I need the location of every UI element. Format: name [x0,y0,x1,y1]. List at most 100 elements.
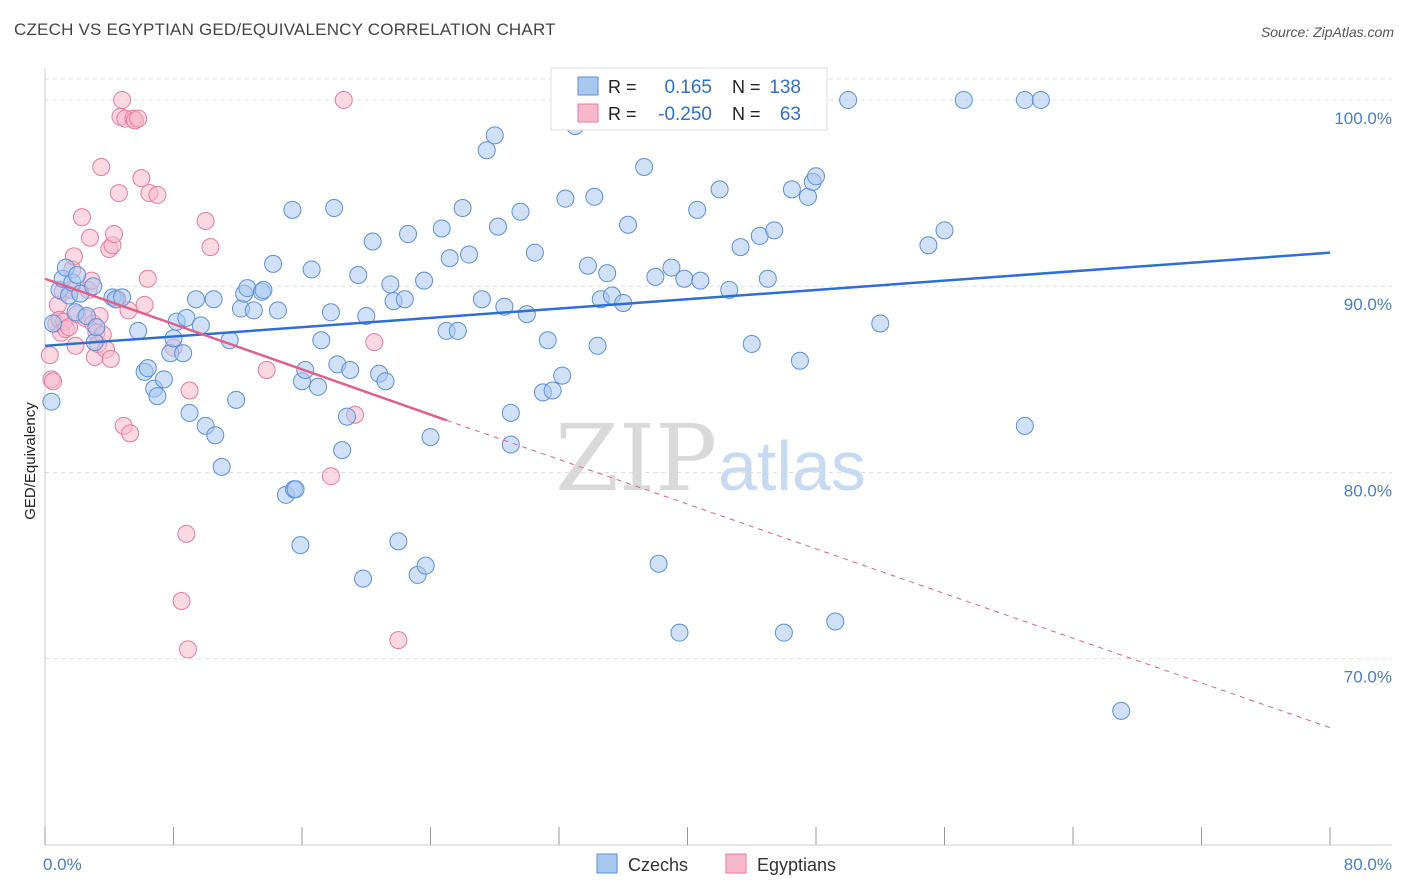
czech-point [129,321,148,340]
source-label: Source: ZipAtlas.com [1260,24,1394,40]
czech-point [731,238,750,257]
czech-point [363,232,382,251]
czech-point [68,266,87,285]
czech-point [1112,701,1131,720]
czech-point [935,221,954,240]
egyptian-point [389,631,408,650]
czech-point [206,426,225,445]
czech-point [453,198,472,217]
egyptian-point [334,90,353,109]
czech-point [543,381,562,400]
czech-point [588,336,607,355]
egypt-trend-extension [446,419,1331,729]
czech-point [264,254,283,273]
czech-point [649,554,668,573]
czech-point [389,532,408,551]
egyptian-point [138,269,157,288]
czech-point [309,377,328,396]
czech-point [691,271,710,290]
czech-point [488,217,507,236]
czech-point [501,403,520,422]
czech-point [186,290,205,309]
czech-point [538,331,557,350]
axes: 70.0% 80.0% 90.0% 100.0% 0.0% 80.0% [43,68,1392,874]
czech-point [333,441,352,460]
czech-point [826,612,845,631]
czech-point [164,329,183,348]
czech-point [758,269,777,288]
czech-point [790,351,809,370]
czech-point [395,290,414,309]
czech-point [354,569,373,588]
x-tick-label-min: 0.0% [43,855,82,874]
czech-point [553,366,572,385]
czech-point [511,202,530,221]
czech-point [472,290,491,309]
egyptian-point [196,212,215,231]
czech-point [325,198,344,217]
czech-point [268,301,287,320]
czech-point [337,407,356,426]
egyptian-point [180,381,199,400]
x-tick-label-max: 80.0% [1344,855,1392,874]
czech-point [782,180,801,199]
czech-point [381,275,400,294]
czech-point [180,403,199,422]
czech-point [227,390,246,409]
czech-point [244,301,263,320]
trend-lines [44,251,1331,729]
bottom-legend: Czechs Egyptians [596,853,836,875]
y-axis-label: GED/Equivalency [22,402,39,520]
watermark-zip: ZIP [555,405,717,512]
czech-point [662,258,681,277]
legend-egypt-swatch [577,103,599,123]
bottom-legend-czech-label: Czechs [628,855,688,875]
czech-point [742,334,761,353]
egyptian-point [148,185,167,204]
czech-point [177,308,196,327]
czech-point [477,141,496,160]
czech-point [765,221,784,240]
egyptian-point [113,90,132,109]
bottom-legend-egypt-swatch [725,853,747,874]
czech-point [501,435,520,454]
egyptians-points [40,90,408,659]
egyptian-point [321,467,340,486]
czech-point [286,480,305,499]
czech-point [635,157,654,176]
czech-point [174,344,193,363]
czech-point [619,215,638,234]
czech-point [670,623,689,642]
czech-point [598,264,617,283]
czech-point [798,187,817,206]
czech-trend-line [44,251,1331,348]
czech-point [688,200,707,219]
czech-point [807,167,825,186]
egyptian-point [365,333,384,352]
czech-point [148,387,167,406]
czech-point [357,307,376,326]
czech-point [321,303,340,322]
bottom-legend-czech-swatch [596,853,618,874]
czech-point [154,370,173,389]
czech-point [585,187,604,206]
czech-point [283,200,302,219]
y-tick-label: 80.0% [1344,481,1392,500]
egyptian-point [80,228,99,247]
czech-point [871,314,890,333]
top-legend: R = 0.165 N = 138 R = -0.250 N = 63 [550,67,828,131]
czech-point [675,269,694,288]
y-tick-label: 90.0% [1344,295,1392,314]
czech-point [204,290,223,309]
czech-point [1015,416,1034,435]
czech-point [954,90,973,109]
egyptian-point [201,238,220,257]
czech-point [774,623,793,642]
egyptian-point [257,361,276,380]
egyptian-point [105,225,124,244]
egyptian-point [101,349,120,368]
chart-title: CZECH VS EGYPTIAN GED/EQUIVALENCY CORREL… [14,20,556,39]
czech-point [349,266,368,285]
czech-point [556,189,575,208]
